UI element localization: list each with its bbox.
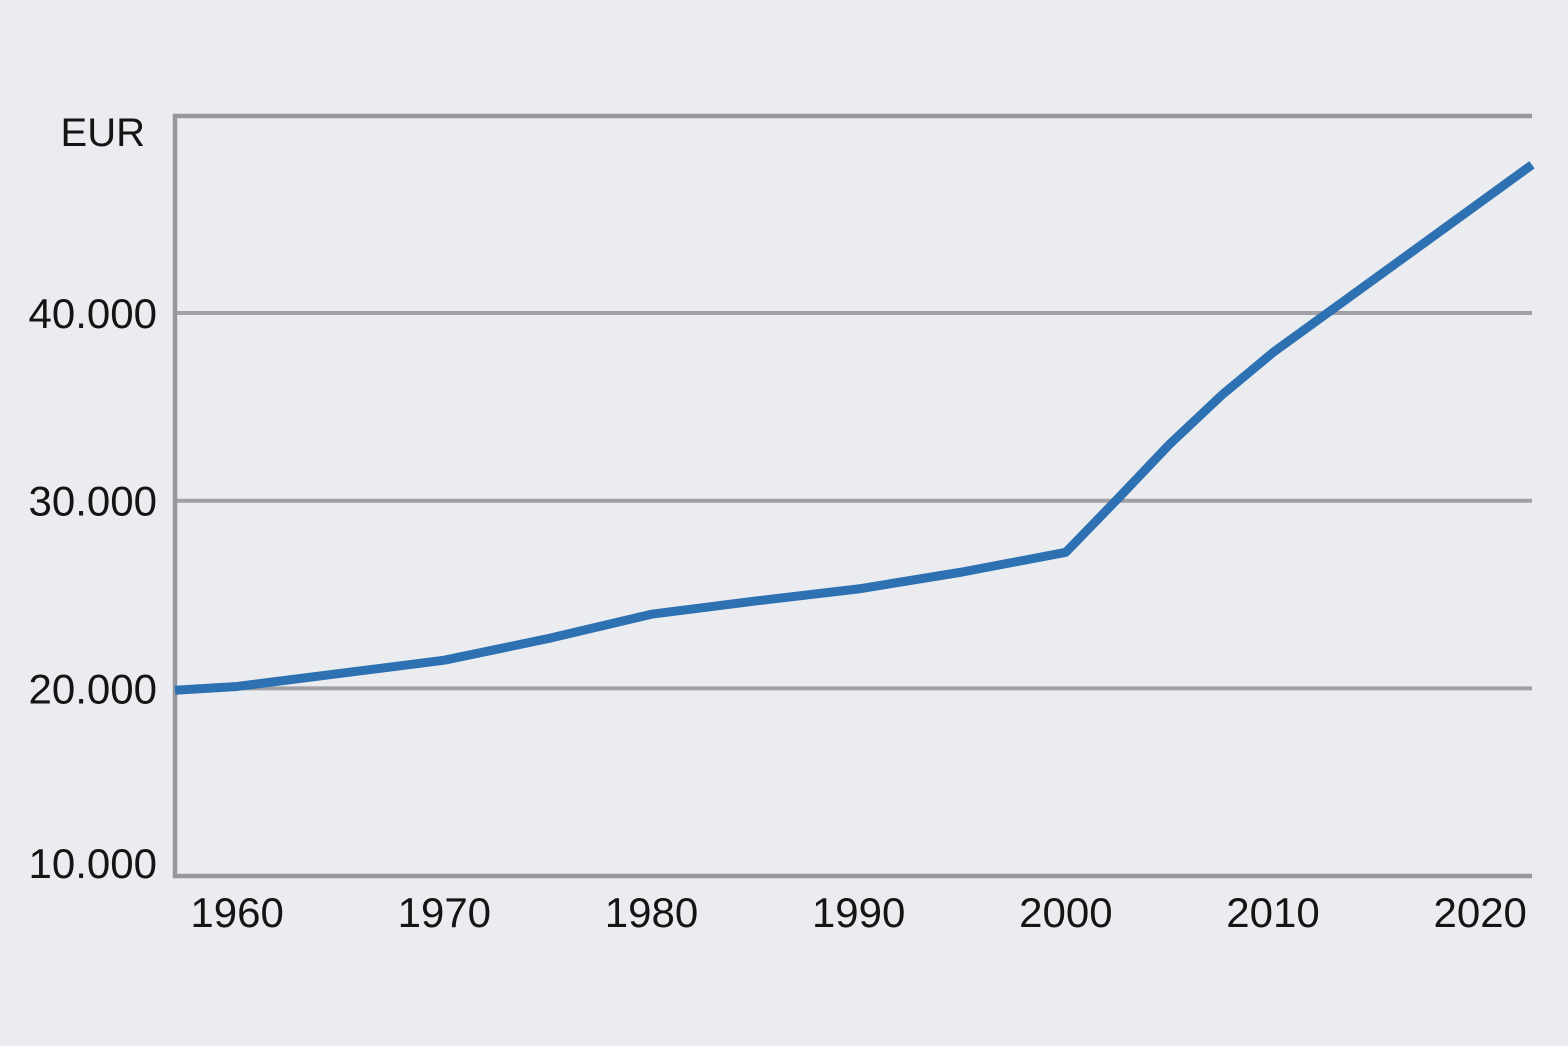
x-tick-label: 2010	[1226, 889, 1319, 936]
y-tick-label: 10.000	[29, 840, 157, 887]
x-tick-label: 1980	[605, 889, 698, 936]
plot-frame	[172, 113, 1532, 879]
x-tick-label: 1970	[398, 889, 491, 936]
x-tick-label: 2000	[1019, 889, 1112, 936]
x-tick-label: 1990	[812, 889, 905, 936]
y-tick-label: 20.000	[29, 665, 157, 712]
y-tick-label: 30.000	[29, 478, 157, 525]
y-axis-unit-label: EUR	[61, 111, 145, 155]
x-tick-label: 1960	[190, 889, 283, 936]
y-tick-label: 40.000	[29, 290, 157, 337]
data-line	[174, 161, 1535, 695]
x-tick-label: 2020	[1433, 889, 1526, 936]
